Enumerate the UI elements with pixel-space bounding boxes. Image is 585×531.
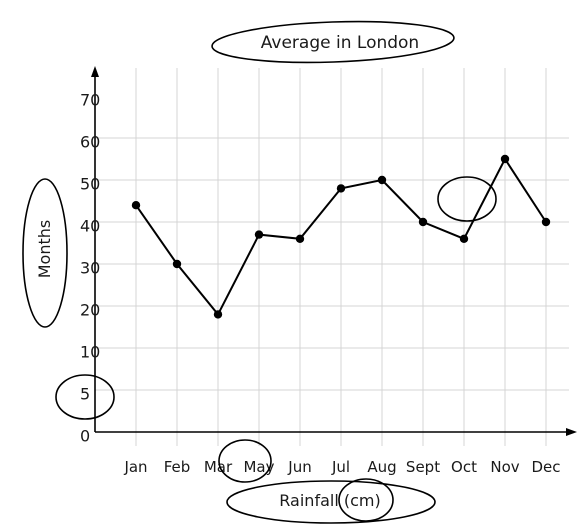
x-tick-label: Jul [331,458,350,476]
data-points [131,154,551,319]
ylabel-ring [22,178,68,328]
x-tick-label: Mar [204,458,233,476]
chart-title: Average in London [261,33,419,53]
x-tick-label: Jan [123,458,147,476]
x-axis-arrow [566,428,577,436]
grid-lines [95,68,569,446]
y-tick-labels: 0 5 10 20 30 40 50 60 70 [80,91,100,446]
y-axis-label: Months [35,220,54,278]
data-point [172,259,182,269]
chart-title-group: Average in London [211,20,455,64]
y-tick-label: 0 [80,427,90,446]
y-tick-label: 50 [80,175,100,194]
x-tick-label: Nov [490,458,519,476]
y-axis-label-group: Months [22,178,68,328]
data-point [295,234,305,243]
y-tick-label: 10 [80,343,100,362]
x-tick-label: Oct [451,458,477,476]
data-point [500,154,510,164]
y-tick-label: 30 [80,259,100,278]
data-point [418,217,428,227]
data-point [213,310,223,319]
y-tick-label: 40 [80,217,100,236]
y-tick-label: 70 [80,91,100,110]
unit-ring [338,478,394,522]
data-point [254,230,264,239]
x-tick-label: Sept [406,458,440,476]
x-tick-label: Feb [164,458,191,476]
x-tick-labels: Jan Feb Mar May Jun Jul Aug Sept Oct Nov Dec [123,458,560,476]
data-point [459,234,469,243]
data-point [131,201,141,210]
y-tick-label: 20 [80,301,100,320]
x-tick-label: Aug [367,458,396,476]
y-axis-arrow [91,66,99,77]
five-tick-ring [55,374,115,420]
oct-point-ring [437,176,497,222]
y-tick-label: 60 [80,133,100,152]
data-point [377,175,387,185]
x-tick-label: Jun [287,458,311,476]
axes [91,66,577,436]
x-axis-label: Rainfall (cm) [279,491,380,510]
may-label-ring [218,439,272,483]
data-point [541,217,551,227]
xlabel-ring [226,480,436,524]
data-point [336,184,346,193]
x-tick-label: Dec [531,458,560,476]
y-tick-label: 5 [80,385,90,404]
title-ring [211,20,455,64]
x-axis-label-group: Rainfall (cm) [226,478,436,524]
